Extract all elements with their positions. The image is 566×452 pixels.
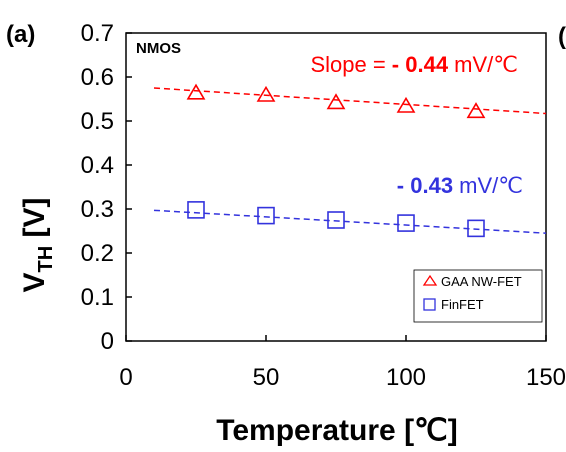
y-axis-ticks: 0 0.1 0.2 0.3 0.4 0.5 0.6 0.7 <box>81 20 132 355</box>
finfet-slope-value: - 0.43 <box>397 173 453 198</box>
y-tick-label: 0.1 <box>81 284 114 311</box>
x-tick-label: 150 <box>526 364 566 391</box>
y-tick-label: 0.5 <box>81 108 114 135</box>
plot-area <box>125 32 547 342</box>
finfet-slope-unit: mV/℃ <box>453 173 523 198</box>
fit-lines <box>153 87 547 234</box>
y-axis-title-subscript: TH <box>35 246 57 273</box>
finfet-point <box>467 219 485 238</box>
finfet-slope-annotation: - 0.43 mV/℃ <box>397 173 523 198</box>
finfet-point <box>397 214 415 232</box>
nmos-label: NMOS <box>136 40 181 57</box>
x-tick-label: 0 <box>119 364 132 391</box>
y-axis-title: VTH [V] <box>18 197 57 292</box>
gaa-slope-unit: mV/℃ <box>448 52 518 77</box>
data-points <box>186 83 486 238</box>
gaa-point <box>256 85 276 102</box>
gaa-point <box>186 83 206 100</box>
x-axis-ticks: 0 50 100 150 <box>119 335 566 391</box>
legend-label-gaa: GAA NW-FET <box>441 274 522 289</box>
y-tick-label: 0.2 <box>81 240 114 267</box>
legend-label-finfet: FinFET <box>441 297 484 312</box>
finfet-point <box>327 211 345 229</box>
x-tick-label: 50 <box>253 364 280 391</box>
y-tick-label: 0.4 <box>81 152 114 179</box>
finfet-fit-line <box>153 209 547 234</box>
svg-text:VTH [V]: VTH [V] <box>18 197 57 292</box>
legend-square-icon <box>423 298 436 311</box>
finfet-point <box>257 206 275 225</box>
gaa-point <box>396 96 416 113</box>
gaa-point <box>466 102 486 119</box>
legend-triangle-icon <box>422 274 438 286</box>
legend: GAA NW-FET FinFET <box>413 269 543 323</box>
finfet-point <box>187 201 205 219</box>
corner-glyph: ( <box>558 23 566 50</box>
panel-label: (a) <box>6 21 35 48</box>
x-axis-title: Temperature [℃] <box>216 414 458 447</box>
y-tick-label: 0.6 <box>81 64 114 91</box>
gaa-slope-prefix: Slope = <box>310 52 391 77</box>
gaa-point <box>326 93 346 110</box>
y-tick-label: 0 <box>101 328 114 355</box>
legend-box <box>413 269 543 323</box>
x-tick-label: 100 <box>386 364 426 391</box>
gaa-slope-annotation: Slope = - 0.44 mV/℃ <box>310 52 518 77</box>
y-tick-label: 0.7 <box>81 20 114 47</box>
y-axis-title-main: V <box>18 272 51 292</box>
gaa-fit-line <box>153 87 547 115</box>
y-tick-label: 0.3 <box>81 196 114 223</box>
gaa-slope-value: - 0.44 <box>392 52 449 77</box>
y-axis-title-unit: [V] <box>18 197 51 245</box>
